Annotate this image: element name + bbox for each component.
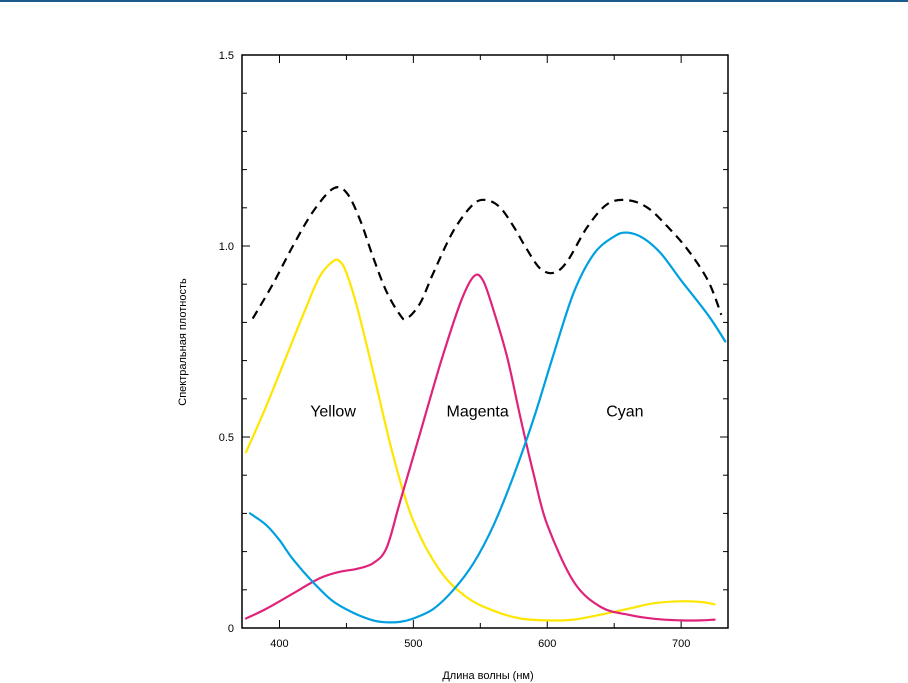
x-tick-label-700: 700 [672,638,690,650]
plot-frame [241,54,729,629]
series-line-sum-3 [251,186,723,321]
x-tick-label-600: 600 [538,638,556,650]
y-tick-label-1: 1.0 [219,241,234,253]
y-tick-label-0: 0 [228,623,234,635]
axis-ticks [242,54,728,629]
x-tick-label-400: 400 [270,638,288,650]
series-label-yellow: Yellow [310,403,356,420]
series-label-magenta: Magenta [447,403,509,420]
x-axis-title: Длина волны (нм) [442,670,533,682]
y-tick-label-0-5: 0.5 [219,432,234,444]
series-group [244,186,727,624]
header-rule [0,0,908,2]
series-line-magenta [244,273,716,622]
y-tick-label-1-5: 1.5 [219,50,234,62]
x-tick-label-500: 500 [404,638,422,650]
series-annotations: Yellow Magenta Cyan [310,403,643,420]
y-axis-title: Спектральная плотность [177,278,189,406]
series-label-cyan: Cyan [606,403,643,420]
series-line-yellow [244,258,716,622]
series-line-cyan [248,231,727,624]
tick-labels: 400 500 600 700 0 0.5 1.0 1.5 [219,50,691,650]
